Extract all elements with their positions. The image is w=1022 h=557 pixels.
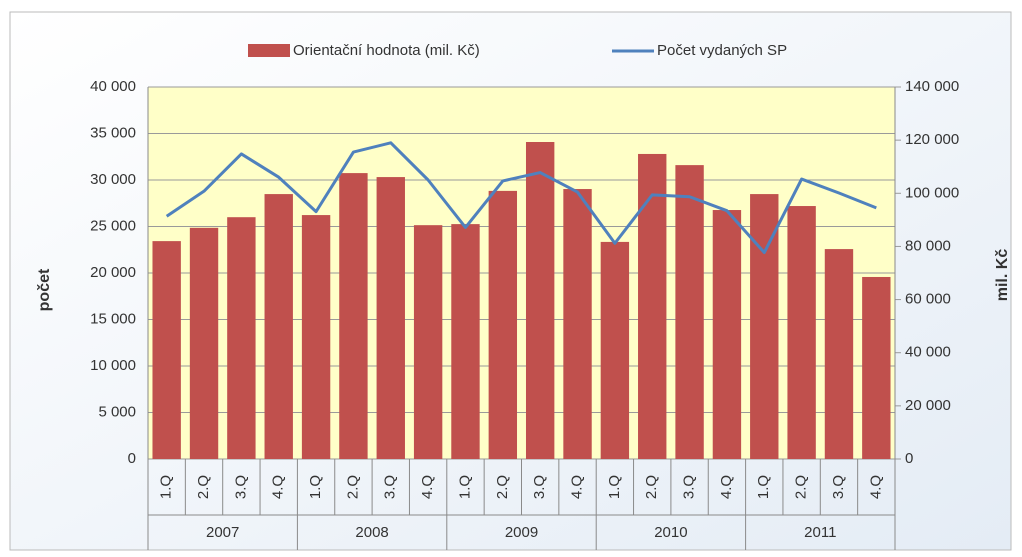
bar	[413, 225, 443, 459]
y-tick-label: 30 000	[90, 171, 136, 188]
bar	[301, 215, 331, 459]
bar	[712, 210, 742, 459]
group-label: 2007	[206, 524, 239, 541]
group-label: 2011	[804, 524, 836, 541]
group-label: 2010	[654, 524, 687, 541]
y2-tick-label: 140 000	[905, 78, 959, 95]
bar	[750, 194, 779, 459]
x-tick-label: 4.Q	[568, 475, 585, 499]
x-tick-label: 1.Q	[307, 475, 324, 499]
x-tick-label: 1.Q	[606, 475, 623, 499]
line-series	[165, 141, 877, 255]
bar	[451, 224, 480, 459]
x-tick-label: 1.Q	[158, 475, 175, 499]
x-tick-label: 2.Q	[643, 475, 660, 499]
y-tick-label: 5 000	[98, 403, 136, 420]
legend-label: Orientační hodnota (mil. Kč)	[293, 42, 480, 59]
x-tick-label: 3.Q	[830, 475, 847, 499]
y-tick-label: 10 000	[90, 357, 136, 374]
y-tick-label: 0	[128, 450, 136, 467]
y-tick-label: 35 000	[90, 124, 136, 141]
y-axis-title: počet	[36, 268, 53, 311]
group-label: 2009	[505, 524, 538, 541]
bar	[638, 153, 667, 459]
bar	[824, 249, 854, 459]
y2-tick-label: 80 000	[905, 237, 951, 254]
x-tick-label: 2.Q	[494, 475, 511, 499]
x-tick-label: 4.Q	[419, 475, 436, 499]
x-tick-label: 2.Q	[793, 475, 810, 499]
x-tick-label: 2.Q	[195, 475, 212, 499]
bar	[264, 194, 293, 459]
bar	[862, 276, 891, 459]
y-tick-label: 25 000	[90, 217, 136, 234]
x-tick-label: 4.Q	[867, 475, 884, 499]
bar	[227, 217, 256, 459]
x-tick-label: 4.Q	[270, 475, 287, 499]
bar	[488, 190, 518, 459]
y2-tick-label: 40 000	[905, 344, 951, 361]
y2-tick-label: 20 000	[905, 397, 951, 414]
bar	[152, 241, 181, 459]
x-tick-label: 3.Q	[232, 475, 249, 499]
x-tick-label: 2.Q	[344, 475, 361, 499]
x-tick-label: 4.Q	[718, 475, 735, 499]
bar	[600, 241, 630, 459]
bar	[339, 173, 368, 459]
x-tick-label: 3.Q	[681, 475, 698, 499]
y2-tick-label: 60 000	[905, 291, 951, 308]
bar	[189, 227, 219, 459]
y2-tick-label: 0	[905, 450, 913, 467]
bar	[787, 206, 816, 459]
y2-tick-label: 120 000	[905, 131, 959, 148]
x-tick-label: 3.Q	[382, 475, 399, 499]
y2-tick-label: 100 000	[905, 184, 959, 201]
x-tick-label: 1.Q	[456, 475, 473, 499]
y-tick-label: 40 000	[90, 78, 136, 95]
y-tick-label: 15 000	[90, 310, 136, 327]
bar	[675, 165, 704, 459]
x-tick-label: 1.Q	[755, 475, 772, 499]
bar	[525, 142, 555, 459]
x-tick-label: 3.Q	[531, 475, 548, 499]
bar	[376, 177, 405, 459]
group-label: 2008	[355, 524, 388, 541]
bar	[563, 189, 592, 459]
y-tick-label: 20 000	[90, 264, 136, 281]
y2-axis-title: mil. Kč	[994, 249, 1011, 302]
legend-swatch	[248, 44, 290, 57]
legend-label: Počet vydaných SP	[657, 42, 787, 59]
